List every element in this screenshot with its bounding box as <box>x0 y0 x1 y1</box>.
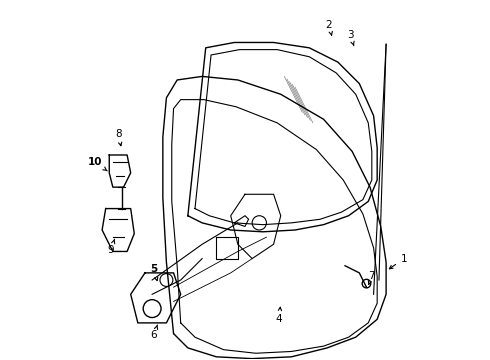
Text: 8: 8 <box>115 129 122 146</box>
Text: 4: 4 <box>275 307 282 324</box>
Text: 7: 7 <box>368 271 375 284</box>
Text: 5: 5 <box>150 264 158 281</box>
Text: 2: 2 <box>326 19 332 35</box>
Text: 1: 1 <box>390 253 407 269</box>
Text: 3: 3 <box>347 30 354 46</box>
Text: 10: 10 <box>88 157 107 171</box>
Text: 6: 6 <box>150 325 158 341</box>
Text: 9: 9 <box>108 239 115 255</box>
